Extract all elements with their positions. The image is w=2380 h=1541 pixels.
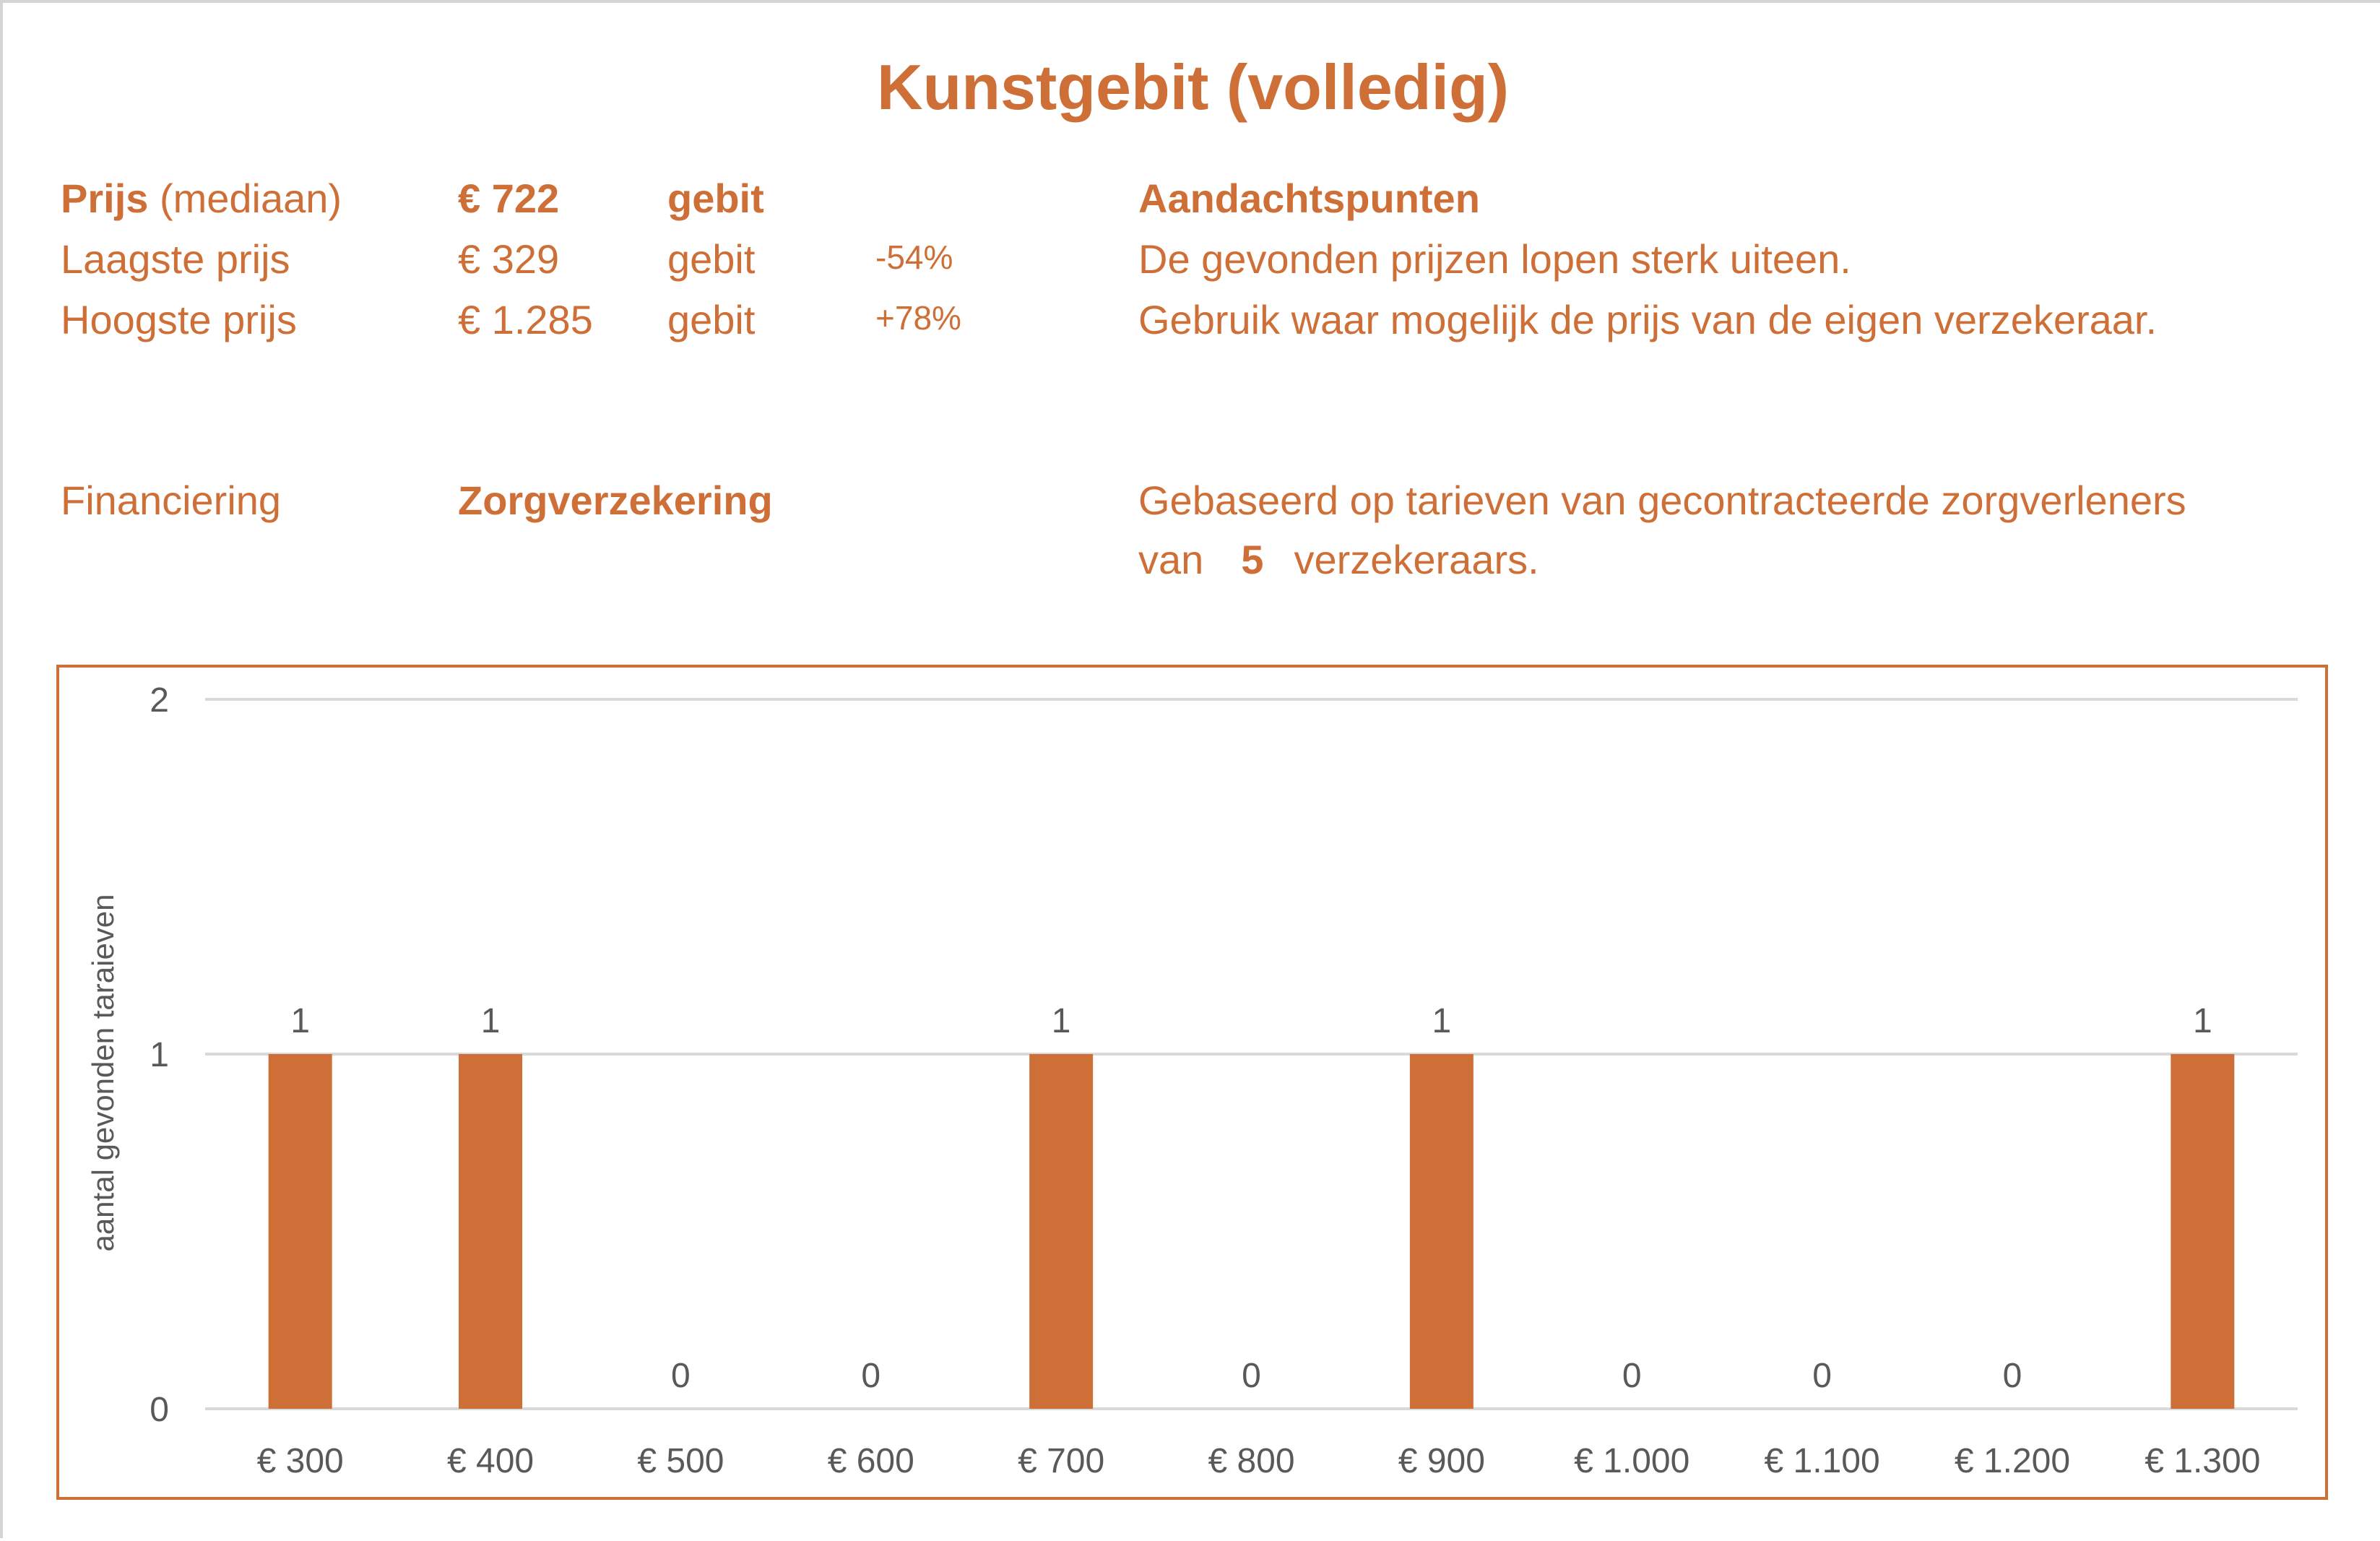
data-label: 0 <box>1812 1357 1832 1395</box>
note-line-2: Gebruik waar mogelijk de prijs van de ei… <box>1138 297 2158 342</box>
median-label-rest: (mediaan) <box>148 176 342 221</box>
data-label: 0 <box>671 1357 691 1395</box>
data-label: 0 <box>861 1357 880 1395</box>
data-label: 0 <box>1242 1357 1261 1395</box>
highest-label: Hoogste prijs <box>61 297 297 342</box>
data-label: 1 <box>481 1002 501 1040</box>
lowest-unit: gebit <box>667 236 756 282</box>
median-value: € 722 <box>458 176 560 221</box>
lowest-label: Laagste prijs <box>61 236 290 282</box>
x-tick-label: € 1.100 <box>1765 1442 1880 1480</box>
y-tick-label: 1 <box>150 1036 169 1074</box>
bar <box>1409 1054 1474 1409</box>
x-tick-label: € 500 <box>637 1442 724 1480</box>
financing-label: Financiering <box>61 478 282 523</box>
lowest-pct: -54% <box>875 238 953 276</box>
highest-value: € 1.285 <box>458 297 593 342</box>
data-label: 0 <box>1622 1357 1642 1395</box>
median-unit: gebit <box>667 176 764 221</box>
x-tick-label: € 600 <box>828 1442 914 1480</box>
basis-line-1: Gebaseerd op tarieven van gecontracteerd… <box>1138 478 2186 523</box>
data-label: 1 <box>2193 1002 2212 1040</box>
x-tick-label: € 700 <box>1018 1442 1104 1480</box>
bar <box>268 1054 332 1409</box>
financing-value: Zorgverzekering <box>458 478 773 523</box>
basis-line-2: van 5 verzekeraars. <box>1138 535 1539 584</box>
y-tick-label: 0 <box>150 1391 169 1429</box>
data-label: 1 <box>1432 1002 1452 1040</box>
basis-post: verzekeraars. <box>1294 537 1539 582</box>
data-label: 1 <box>290 1002 310 1040</box>
highest-unit: gebit <box>667 297 756 342</box>
highest-pct: +78% <box>875 299 961 337</box>
y-axis-title: aantal gevonden taraieven <box>86 894 120 1251</box>
x-tick-label: € 1.000 <box>1574 1442 1689 1480</box>
x-tick-label: € 400 <box>447 1442 534 1480</box>
median-label-bold: Prijs <box>61 176 149 221</box>
x-tick-label: € 1.300 <box>2145 1442 2260 1480</box>
basis-pre: van <box>1138 537 1204 582</box>
data-label: 0 <box>2003 1357 2022 1395</box>
page-title: Kunstgebit (volledig) <box>876 51 1510 123</box>
chart-frame <box>56 665 2328 1500</box>
x-tick-label: € 1.200 <box>1955 1442 2070 1480</box>
y-tick-label: 2 <box>150 681 169 720</box>
notes-heading: Aandachtspunten <box>1138 176 1480 221</box>
bar <box>2171 1054 2235 1409</box>
lowest-value: € 329 <box>458 236 560 282</box>
note-line-1: De gevonden prijzen lopen sterk uiteen. <box>1138 236 1851 282</box>
bar-chart: 0 1 2 1 € 300 1 € 400 0 € 500 0 € 600 1 € 700 0 € 800 1… <box>86 681 2298 1480</box>
x-tick-label: € 800 <box>1208 1442 1294 1480</box>
insurer-count: 5 <box>1241 537 1264 582</box>
data-label: 1 <box>1052 1002 1071 1040</box>
x-tick-label: € 900 <box>1398 1442 1485 1480</box>
x-tick-label: € 300 <box>257 1442 344 1480</box>
bar <box>1029 1054 1094 1409</box>
median-label: Prijs (mediaan) <box>61 174 342 223</box>
bar <box>459 1054 523 1409</box>
